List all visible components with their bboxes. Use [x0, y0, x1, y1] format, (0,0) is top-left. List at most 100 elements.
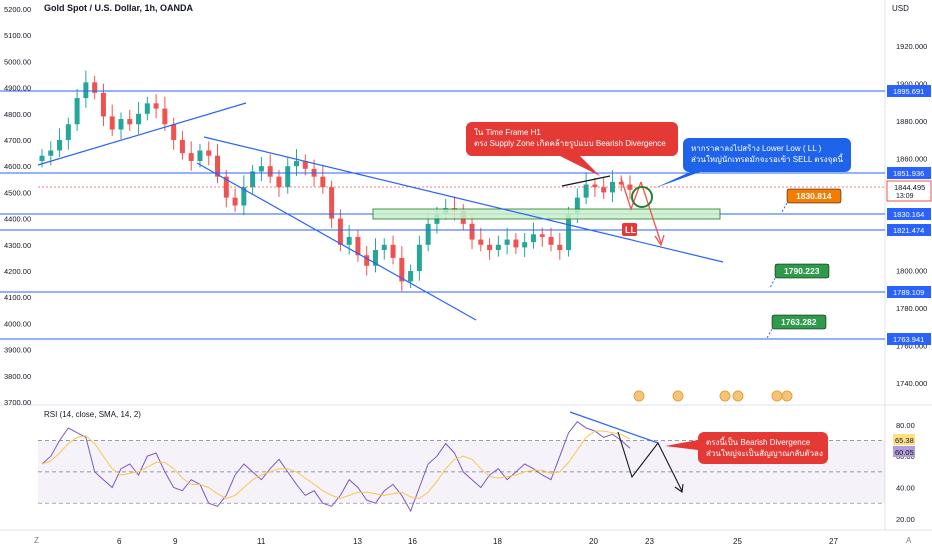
- candle-body: [372, 250, 378, 266]
- x-tick-8: 25: [733, 537, 742, 546]
- y-tick-right-5: 1780.000: [896, 304, 927, 313]
- rsi-divergence-line: [569, 411, 659, 444]
- h1-callout-tail: [560, 156, 600, 176]
- trend-line-2: [196, 162, 477, 321]
- y-tick-left-2: 5000.00: [4, 57, 31, 66]
- event-flag-icon-5: [781, 390, 793, 402]
- candle-body: [232, 197, 238, 206]
- y-tick-left-6: 4600.00: [4, 162, 31, 171]
- y-tick-left-5: 4700.00: [4, 136, 31, 145]
- target-leader-0: [781, 202, 788, 213]
- candle-body: [65, 124, 71, 140]
- current-price-tag: [886, 180, 932, 202]
- h1-callout-line1: ใน Time Frame H1: [474, 128, 541, 137]
- candle-body: [574, 197, 580, 214]
- candle-body: [346, 236, 352, 245]
- target-value-2: 1763.282: [781, 317, 817, 327]
- candle-body: [566, 213, 572, 251]
- x-tick-9: 27: [829, 537, 838, 546]
- candle-body: [416, 244, 422, 271]
- candle-body: [215, 155, 221, 177]
- rsi-series-1: [41, 430, 631, 500]
- candle-body: [592, 184, 598, 188]
- x-tick-2: 11: [257, 537, 266, 546]
- candle-body: [285, 166, 291, 188]
- candle-body: [583, 184, 589, 198]
- y-tick-left-1: 5100.00: [4, 31, 31, 40]
- candle-body: [74, 98, 80, 125]
- event-flag-icon-3: [732, 390, 744, 402]
- candle-body: [504, 239, 510, 245]
- candle-body: [153, 103, 159, 109]
- price-level-value-4: 1821.474: [893, 226, 924, 235]
- candle-body: [408, 271, 414, 282]
- ll-callout-tail: [655, 172, 700, 188]
- y-tick-left-11: 4100.00: [4, 293, 31, 302]
- target-value-1: 1790.223: [784, 266, 820, 276]
- candle-body: [513, 239, 519, 248]
- ll-marker: LL: [625, 225, 636, 235]
- target-box-1: [774, 263, 830, 279]
- candle-body: [179, 140, 185, 154]
- footer-right-label[interactable]: A: [906, 536, 912, 545]
- x-tick-4: 16: [408, 537, 417, 546]
- currency-label: USD: [892, 4, 909, 13]
- footer-left-label[interactable]: Z: [34, 536, 39, 545]
- candle-body: [495, 244, 501, 251]
- y-tick-left-4: 4800.00: [4, 110, 31, 119]
- y-tick-right-3: 1860.000: [896, 154, 927, 163]
- y-tick-right-7: 1740.000: [896, 379, 927, 388]
- candle-body: [171, 124, 177, 140]
- candle-body: [557, 244, 563, 251]
- price-level-value-5: 1789.109: [893, 288, 924, 297]
- candle-body: [425, 223, 431, 245]
- projection-arrow: [640, 181, 662, 244]
- candle-body: [609, 181, 615, 193]
- candle-body: [399, 257, 405, 282]
- rsi-sma-value: 60.05: [895, 448, 914, 457]
- candle-body: [320, 176, 326, 188]
- h1-callout: ใน Time Frame H1 ตรง Supply Zone เกิดคล้า…: [466, 122, 678, 176]
- candle-body: [267, 166, 273, 177]
- candle-body: [329, 187, 335, 219]
- y-tick-right-4: 1800.000: [896, 267, 927, 276]
- candle-body: [250, 171, 256, 188]
- candle-body: [241, 187, 247, 206]
- price-level-value-3: 1830.164: [893, 210, 924, 219]
- target-value-0: 1830.814: [796, 191, 832, 201]
- y-tick-right-1: 1900.000: [896, 79, 927, 88]
- candle-body: [478, 239, 484, 245]
- candle-body: [548, 236, 554, 245]
- x-tick-0: 6: [117, 537, 122, 546]
- rsi-tick-0: 80.00: [896, 421, 915, 430]
- candle-body: [206, 150, 212, 156]
- candle-body: [127, 119, 133, 125]
- bar-countdown: 13:09: [896, 193, 914, 200]
- y-tick-left-10: 4200.00: [4, 267, 31, 276]
- ll-callout-line2: ส่วนใหญ่นักเทรดมักจะรอเข้า SELL ตรงจุดนี…: [691, 153, 844, 164]
- y-tick-right-2: 1880.000: [896, 117, 927, 126]
- rsi-series-0: [41, 421, 631, 513]
- rsi-tick-2: 40.00: [896, 484, 915, 493]
- x-tick-3: 13: [353, 537, 362, 546]
- rsi-tick-3: 20.00: [896, 515, 915, 524]
- rsi-indicator-label[interactable]: RSI (14, close, SMA, 14, 2): [44, 410, 141, 419]
- y-tick-left-12: 4000.00: [4, 319, 31, 328]
- event-flag-icon-4: [771, 390, 783, 402]
- ll-callout-box: [683, 138, 851, 172]
- rsi-sma-tag: [893, 446, 915, 457]
- y-tick-left-9: 4300.00: [4, 241, 31, 250]
- ll-callout: หากราคาลงไปสร้าง Lower Low ( LL )ส่วนใหญ…: [655, 138, 851, 188]
- candle-body: [57, 140, 63, 151]
- y-tick-left-7: 4500.00: [4, 188, 31, 197]
- y-tick-left-0: 5200.00: [4, 5, 31, 14]
- candle-body: [381, 244, 387, 251]
- projection-arrowhead: [654, 234, 665, 247]
- candle-body: [618, 181, 624, 185]
- candle-body: [469, 223, 475, 240]
- y-tick-right-6: 1760.000: [896, 342, 927, 351]
- candle-body: [109, 116, 115, 130]
- candle-body: [530, 234, 536, 243]
- rsi-callout: ตรงนี้เป็น Bearish Divergenceส่วนใหญ่จะเ…: [665, 432, 828, 464]
